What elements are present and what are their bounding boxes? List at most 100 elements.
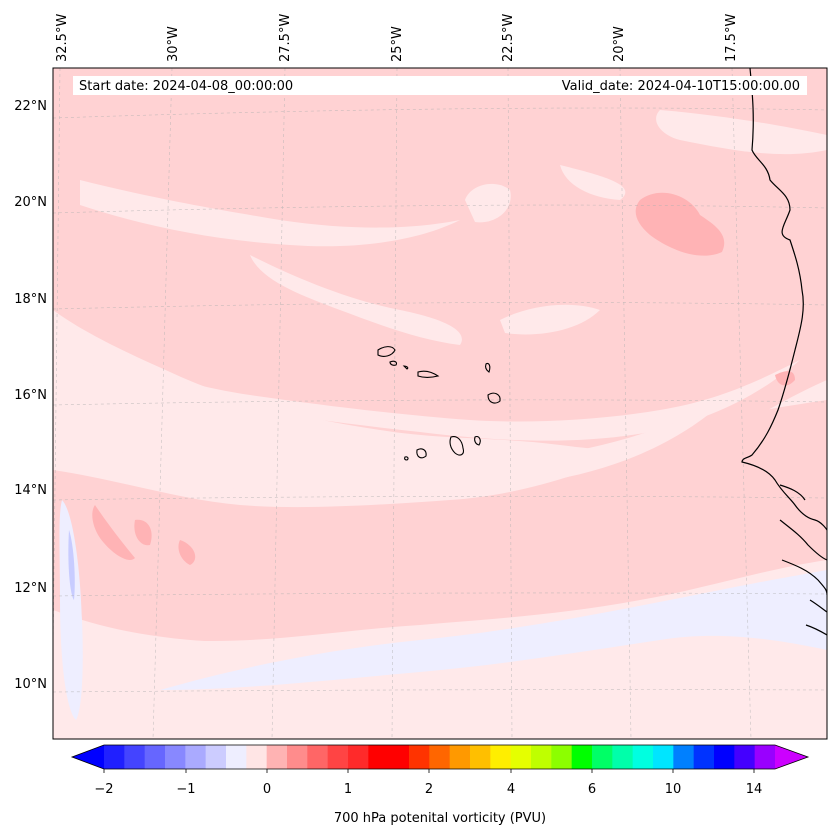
colorbar-segment xyxy=(571,745,593,769)
pv-streak-2 xyxy=(250,255,462,345)
pv-core-west xyxy=(92,505,135,560)
coastline-africa xyxy=(741,68,827,531)
colorbar-segment xyxy=(266,745,288,769)
lat-label: 18°N xyxy=(14,292,47,307)
colorbar-segment xyxy=(510,745,532,769)
colorbar-segment xyxy=(612,745,634,769)
lon-label: 27.5°W xyxy=(278,14,293,62)
island-boa-vista xyxy=(487,392,501,404)
pv-negative-west xyxy=(59,500,83,720)
pv-streak-6 xyxy=(465,183,511,223)
colorbar-tick-label: 1 xyxy=(344,782,352,797)
colorbar-segment xyxy=(754,745,776,769)
pv-negative-south xyxy=(160,570,827,690)
pv-core-coast xyxy=(775,371,795,386)
cape-verde-islands xyxy=(377,346,501,461)
colorbar-tick-label: 2 xyxy=(425,782,433,797)
lon-label: 17.5°W xyxy=(724,14,739,62)
island-sao-nicolau xyxy=(417,370,440,379)
island-fogo xyxy=(416,448,427,459)
lon-label: 30°W xyxy=(166,26,181,62)
colorbar-tick-label: 14 xyxy=(746,782,763,797)
colorbar-segment xyxy=(632,745,654,769)
colorbar-segment xyxy=(409,745,430,769)
colorbar-segment xyxy=(327,745,349,769)
lon-label: 20°W xyxy=(612,26,627,62)
lon-label: 22.5°W xyxy=(501,14,516,62)
colorbar-segment xyxy=(592,745,613,769)
colorbar-segment xyxy=(144,745,166,769)
pv-core-east xyxy=(635,192,725,256)
lat-label: 10°N xyxy=(14,677,47,692)
pv-streak-1 xyxy=(80,180,460,247)
map-frame xyxy=(52,67,828,740)
colorbar-tick-label: −2 xyxy=(94,782,113,797)
pv-core-west-3 xyxy=(178,540,196,565)
colorbar-tick-label: 10 xyxy=(665,782,682,797)
colorbar-tick-label: −1 xyxy=(176,782,195,797)
colorbar-segment xyxy=(165,745,186,769)
valid-date-label: Valid_date: 2024-04-10T15:00:00.00 xyxy=(562,79,800,94)
colorbar-segment xyxy=(531,745,552,769)
island-sal xyxy=(485,362,491,373)
colorbar-segment xyxy=(693,745,715,769)
colorbar-segment xyxy=(734,745,756,769)
colorbar-segment xyxy=(368,745,390,769)
colorbar-segment xyxy=(449,745,471,769)
island-santa-luzia xyxy=(402,365,409,370)
coastline-senegal xyxy=(779,484,827,636)
colorbar-segment xyxy=(246,745,268,769)
lat-label: 16°N xyxy=(14,388,47,403)
colorbar-extend-min xyxy=(72,745,104,769)
lat-label: 20°N xyxy=(14,195,47,210)
lat-label: 22°N xyxy=(14,99,47,114)
colorbar-segment xyxy=(388,745,410,769)
colorbar-segment xyxy=(104,745,125,769)
colorbar-segment xyxy=(307,745,329,769)
pv-core-west-2 xyxy=(134,519,152,546)
info-box xyxy=(73,76,807,95)
pv-band-south xyxy=(53,400,827,642)
colorbar-tick-label: 4 xyxy=(507,782,515,797)
pv-negative-core xyxy=(68,530,75,600)
longitude-labels: 32.5°W 30°W 27.5°W 25°W 22.5°W 20°W 17.5°W xyxy=(55,14,739,62)
colorbar-segment xyxy=(226,745,247,769)
colorbar-tick-label: 6 xyxy=(588,782,596,797)
colorbar-segment xyxy=(429,745,451,769)
colorbar-segment xyxy=(287,745,308,769)
island-santo-antao xyxy=(377,346,396,357)
pv-band-main xyxy=(53,68,827,450)
colorbar-segment xyxy=(714,745,735,769)
pv-streak-8 xyxy=(560,165,626,200)
pv-streak-3 xyxy=(53,330,800,441)
lon-label: 25°W xyxy=(390,26,405,62)
pv-streak-5 xyxy=(500,304,600,335)
colorbar-tick-label: 0 xyxy=(263,782,271,797)
start-date-label: Start date: 2024-04-08_00:00:00 xyxy=(79,79,293,94)
map-panel xyxy=(53,68,827,739)
lon-label: 32.5°W xyxy=(55,14,70,62)
colorbar-segment xyxy=(673,745,695,769)
island-maio xyxy=(474,436,481,446)
lat-label: 12°N xyxy=(14,581,47,596)
colorbar-segment xyxy=(653,745,674,769)
colorbar-segment xyxy=(124,745,146,769)
colorbar xyxy=(70,744,810,770)
island-santiago xyxy=(449,436,464,456)
island-sao-vicente xyxy=(389,360,398,366)
colorbar-segment xyxy=(348,745,369,769)
colorbar-segment xyxy=(185,745,207,769)
latitude-labels: 22°N 20°N 18°N 16°N 14°N 12°N 10°N xyxy=(14,99,47,692)
colorbar-extend-max xyxy=(775,745,808,769)
lat-label: 14°N xyxy=(14,483,47,498)
colorbar-segment xyxy=(551,745,573,769)
colorbar-segment xyxy=(205,745,227,769)
pv-streak-4 xyxy=(53,405,720,494)
colorbar-segment xyxy=(490,745,512,769)
island-brava xyxy=(404,456,409,461)
pv-streak-7 xyxy=(656,110,827,155)
colorbar-segment xyxy=(470,745,491,769)
colorbar-ticks: −2 −1 0 1 2 4 6 10 14 xyxy=(94,769,762,797)
colorbar-title: 700 hPa potenital vorticity (PVU) xyxy=(334,811,546,826)
